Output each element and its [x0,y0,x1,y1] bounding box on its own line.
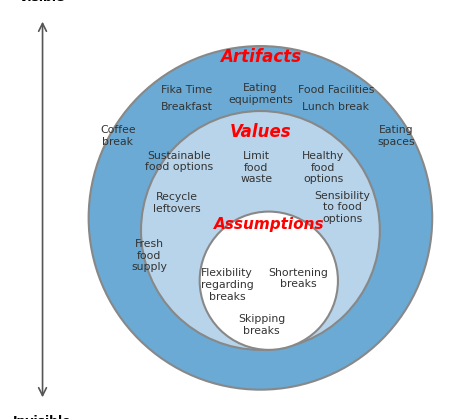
Text: Flexibility
regarding
breaks: Flexibility regarding breaks [201,268,253,302]
Text: Sensibility
to food
options: Sensibility to food options [314,191,370,224]
Text: Coffee
break: Coffee break [100,125,136,147]
Text: Values: Values [229,123,291,141]
Text: Shortening
breaks: Shortening breaks [268,268,328,290]
Text: Recycle
leftovers: Recycle leftovers [153,192,201,214]
Text: Limit
food
waste: Limit food waste [240,151,273,184]
Text: Fresh
food
supply: Fresh food supply [131,239,167,272]
Text: Skipping
breaks: Skipping breaks [238,314,285,336]
Text: Assumptions: Assumptions [213,217,324,232]
Text: Eating
equipments: Eating equipments [228,83,293,105]
Text: Healthy
food
options: Healthy food options [302,151,344,184]
Circle shape [141,111,380,350]
Circle shape [200,212,338,350]
Text: Food Facilities: Food Facilities [298,85,374,95]
Text: Breakfast: Breakfast [161,102,213,112]
Text: Fika Time: Fika Time [162,85,213,95]
Circle shape [89,46,432,390]
Text: Eating
spaces: Eating spaces [378,125,415,147]
Text: Lunch break: Lunch break [302,102,369,112]
Text: Artifacts: Artifacts [220,48,301,65]
Text: Visible: Visible [19,0,66,4]
Text: Invisible: Invisible [13,415,72,419]
Text: Sustainable
food options: Sustainable food options [145,150,213,172]
